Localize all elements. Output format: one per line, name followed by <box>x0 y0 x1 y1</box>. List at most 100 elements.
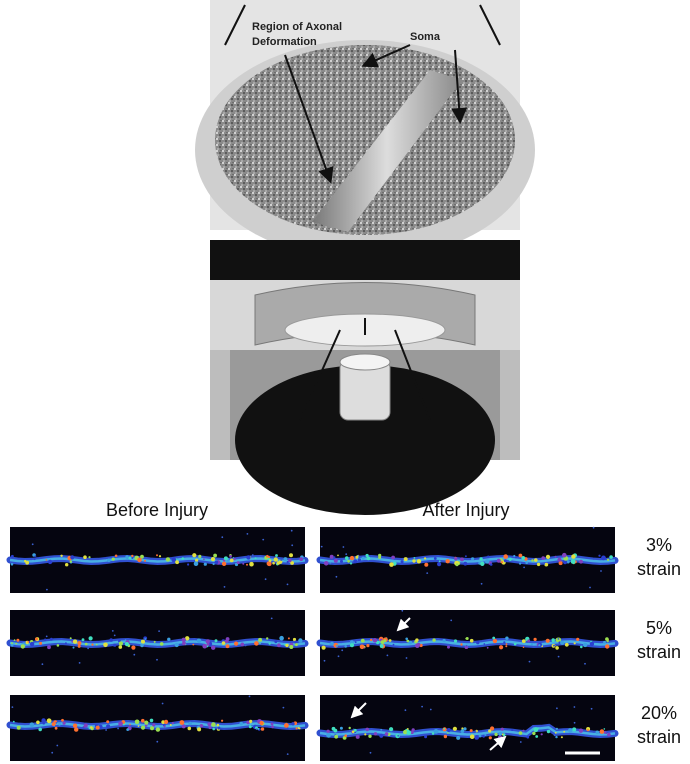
speck <box>454 557 458 561</box>
device-render <box>210 240 520 515</box>
speck <box>518 553 523 558</box>
speck <box>158 555 162 558</box>
speck <box>163 725 166 728</box>
speck <box>522 729 525 732</box>
axon <box>319 640 616 646</box>
speck <box>521 639 526 643</box>
speck <box>360 638 365 643</box>
speck <box>88 636 93 641</box>
speck <box>573 706 576 708</box>
micrograph <box>320 695 615 761</box>
speck <box>74 727 79 732</box>
speck <box>573 642 576 645</box>
speck <box>557 638 560 640</box>
speck <box>445 559 450 564</box>
speck <box>557 655 560 658</box>
speck <box>592 526 595 529</box>
speck <box>437 562 442 567</box>
speck <box>27 641 30 643</box>
speck <box>246 533 249 535</box>
speck <box>260 727 265 731</box>
speck <box>546 729 551 734</box>
speck <box>384 732 389 736</box>
speck <box>47 645 51 650</box>
speck <box>150 726 154 731</box>
speck <box>181 724 186 729</box>
speck <box>600 570 602 572</box>
speck <box>61 718 64 722</box>
speck <box>276 561 281 565</box>
speck <box>345 553 348 556</box>
speck <box>584 662 586 665</box>
speck <box>211 645 216 650</box>
speck <box>266 554 269 558</box>
speck <box>70 555 75 560</box>
speck <box>505 645 508 648</box>
speck <box>599 729 605 734</box>
speck <box>152 723 156 727</box>
speck <box>47 559 53 565</box>
speck <box>18 641 20 644</box>
speck <box>118 645 123 649</box>
speck <box>11 554 14 558</box>
speck <box>291 544 294 547</box>
speck <box>335 644 338 647</box>
speck <box>492 636 496 640</box>
speck <box>590 707 593 710</box>
speck <box>531 559 534 562</box>
speck <box>326 732 331 738</box>
speck <box>508 557 512 561</box>
speck <box>488 736 492 740</box>
speck <box>480 561 485 566</box>
speck <box>195 558 199 562</box>
speck <box>545 638 550 643</box>
speck <box>485 559 490 564</box>
speck <box>405 657 408 659</box>
speck <box>320 545 323 548</box>
speck <box>203 562 207 566</box>
speck <box>69 637 72 640</box>
speck <box>349 562 353 565</box>
speck <box>424 735 428 739</box>
speck <box>400 560 404 564</box>
speck <box>299 557 304 562</box>
speck <box>91 643 94 646</box>
speck <box>205 639 210 644</box>
speck <box>83 555 87 559</box>
speck <box>453 639 458 643</box>
speck <box>181 637 186 642</box>
speck <box>337 655 340 658</box>
arrow <box>489 735 507 751</box>
speck <box>492 638 498 644</box>
speck <box>60 554 63 557</box>
speck <box>199 724 204 728</box>
speck <box>405 637 409 641</box>
speck <box>406 639 410 643</box>
speck <box>268 559 272 562</box>
speck <box>225 644 230 649</box>
speck <box>16 638 20 642</box>
speck <box>72 646 75 649</box>
speck <box>380 640 385 644</box>
speck <box>286 560 289 564</box>
speck <box>223 556 228 561</box>
speck <box>571 554 576 559</box>
speck <box>294 643 298 647</box>
speck <box>249 721 252 724</box>
speck <box>380 728 383 731</box>
speck <box>469 734 475 739</box>
speck <box>113 643 117 647</box>
speck <box>12 720 15 723</box>
speck <box>289 553 293 558</box>
speck <box>24 559 27 563</box>
speck <box>291 722 295 726</box>
speck <box>297 727 300 729</box>
speck <box>277 643 281 648</box>
speck <box>503 559 507 563</box>
speck <box>36 720 40 725</box>
speck <box>483 643 486 645</box>
speck <box>353 728 357 732</box>
speck <box>133 653 136 656</box>
speck <box>11 642 13 645</box>
speck <box>431 732 435 735</box>
